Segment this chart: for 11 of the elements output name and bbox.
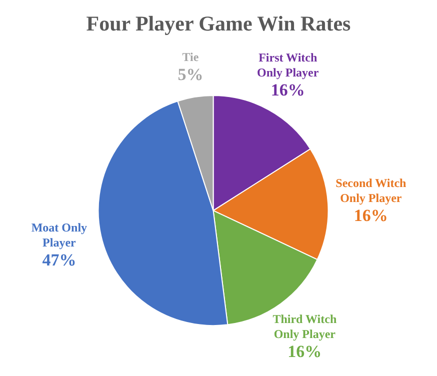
slice-label: Second Witch Only Player [336, 176, 407, 206]
data-label: 16% [270, 80, 305, 100]
slice-label: First Witch Only Player [257, 50, 320, 80]
data-label: 16% [288, 342, 322, 361]
chart-title: Four Player Game Win Rates [86, 12, 351, 36]
data-label: 16% [354, 206, 388, 226]
slice-label: Moat Only Player [31, 220, 88, 250]
data-label: 47% [42, 250, 76, 270]
slice-label: Third Witch Only Player [272, 312, 337, 341]
slice-label: Tie [182, 50, 200, 64]
data-label: 5% [178, 64, 204, 84]
